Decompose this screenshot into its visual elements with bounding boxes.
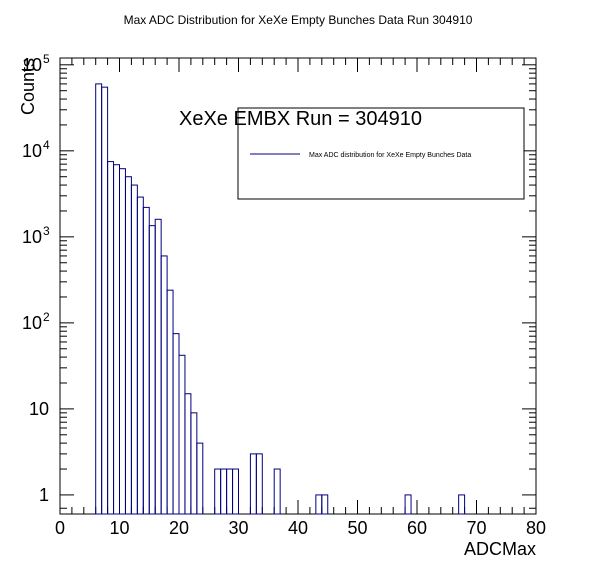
histogram-bin-27: [404, 494, 412, 515]
x-tick-label: 30: [228, 518, 248, 538]
histogram-bin-21: [232, 468, 240, 515]
histogram-bin-23: [255, 453, 263, 515]
y-tick-label: 10: [22, 55, 42, 75]
y-tick-label: 10: [22, 313, 42, 333]
x-tick-label: 80: [526, 518, 546, 538]
histogram-bin-24: [273, 468, 281, 515]
y-tick-exponent: 4: [43, 138, 50, 152]
histogram-bin-28: [458, 494, 466, 515]
x-tick-label: 40: [288, 518, 308, 538]
chart-title: Max ADC Distribution for XeXe Empty Bunc…: [124, 13, 473, 27]
x-axis-label: ADCMax: [464, 539, 536, 559]
y-tick-label: 10: [22, 227, 42, 247]
histogram-bin-17: [196, 442, 204, 515]
y-axis-label: Counts: [18, 58, 38, 115]
x-tick-label: 20: [169, 518, 189, 538]
x-tick-label: 10: [109, 518, 129, 538]
y-tick-exponent: 3: [43, 224, 50, 238]
y-tick-label: 1: [39, 485, 49, 505]
legend-entry: Max ADC distribution for XeXe Empty Bunc…: [309, 152, 471, 159]
histogram-bin-26: [321, 494, 329, 515]
x-tick-label: 60: [407, 518, 427, 538]
run-annotation: XeXe EMBX Run = 304910: [179, 108, 422, 130]
x-tick-label: 0: [55, 518, 65, 538]
axis-ticks: [59, 58, 537, 514]
y-tick-exponent: 2: [43, 310, 50, 324]
y-tick-exponent: 5: [43, 52, 50, 66]
y-tick-label: 10: [22, 141, 42, 161]
x-tick-label: 70: [466, 518, 486, 538]
x-tick-label: 50: [347, 518, 367, 538]
histogram-bins: [95, 83, 466, 515]
y-tick-label: 10: [29, 399, 49, 419]
x-tick-labels: 0 10 20 30 40 50 60 70 80: [55, 518, 546, 538]
